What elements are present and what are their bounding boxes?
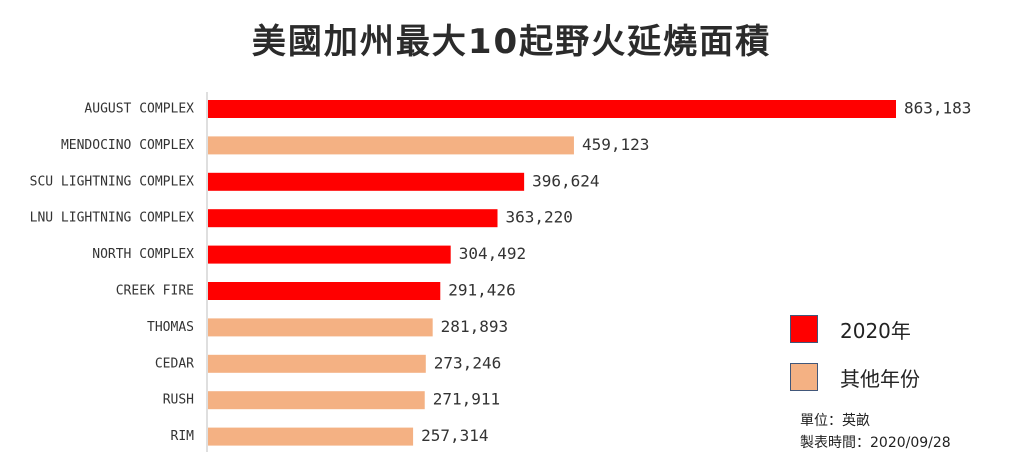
- category-label: LNU LIGHTNING COMPLEX: [30, 211, 195, 226]
- bar: [208, 172, 525, 191]
- chart-notes: 單位：英畝 製表時間：2020/09/28: [800, 410, 951, 454]
- category-label: CEDAR: [155, 356, 194, 371]
- legend-swatch-2020: [790, 315, 818, 343]
- category-label: MENDOCINO COMPLEX: [61, 138, 194, 153]
- value-label: 291,426: [448, 281, 515, 300]
- bar: [208, 318, 433, 337]
- bar: [208, 245, 451, 264]
- legend-item-other-years: 其他年份: [790, 360, 920, 394]
- date-note: 製表時間：2020/09/28: [800, 435, 951, 451]
- chart-title: 美國加州最大10起野火延燒面積: [251, 22, 772, 62]
- legend: 2020年 其他年份: [790, 312, 920, 408]
- category-label: RUSH: [163, 393, 194, 408]
- bar: [208, 100, 896, 118]
- bar: [208, 136, 574, 155]
- category-label: THOMAS: [147, 320, 194, 335]
- value-label: 281,893: [441, 317, 508, 336]
- value-label: 273,246: [434, 353, 501, 372]
- unit-note: 單位：英畝: [800, 413, 870, 429]
- value-label: 396,624: [532, 171, 599, 190]
- bar: [208, 427, 414, 446]
- category-label: SCU LIGHTNING COMPLEX: [30, 174, 195, 189]
- legend-label-other-years: 其他年份: [840, 366, 920, 391]
- category-label: NORTH COMPLEX: [92, 247, 194, 262]
- value-label: 271,911: [433, 390, 500, 409]
- value-label: 459,123: [582, 135, 649, 154]
- bar: [208, 391, 425, 410]
- bar: [208, 209, 498, 228]
- value-label: 257,314: [421, 426, 488, 445]
- legend-item-2020: 2020年: [790, 312, 920, 346]
- category-label: CREEK FIRE: [116, 284, 194, 299]
- bars-group: AUGUST COMPLEX 863,183 MENDOCINO COMPLEX 45…: [30, 99, 971, 446]
- category-label: RIM: [171, 429, 195, 444]
- value-label: 363,220: [506, 208, 573, 227]
- bar: [208, 354, 426, 373]
- value-label: 863,183: [904, 99, 971, 118]
- bar: [208, 282, 441, 300]
- category-label: AUGUST COMPLEX: [84, 102, 194, 117]
- legend-label-2020: 2020年: [840, 318, 911, 343]
- legend-swatch-other-years: [790, 363, 818, 391]
- value-label: 304,492: [459, 244, 526, 263]
